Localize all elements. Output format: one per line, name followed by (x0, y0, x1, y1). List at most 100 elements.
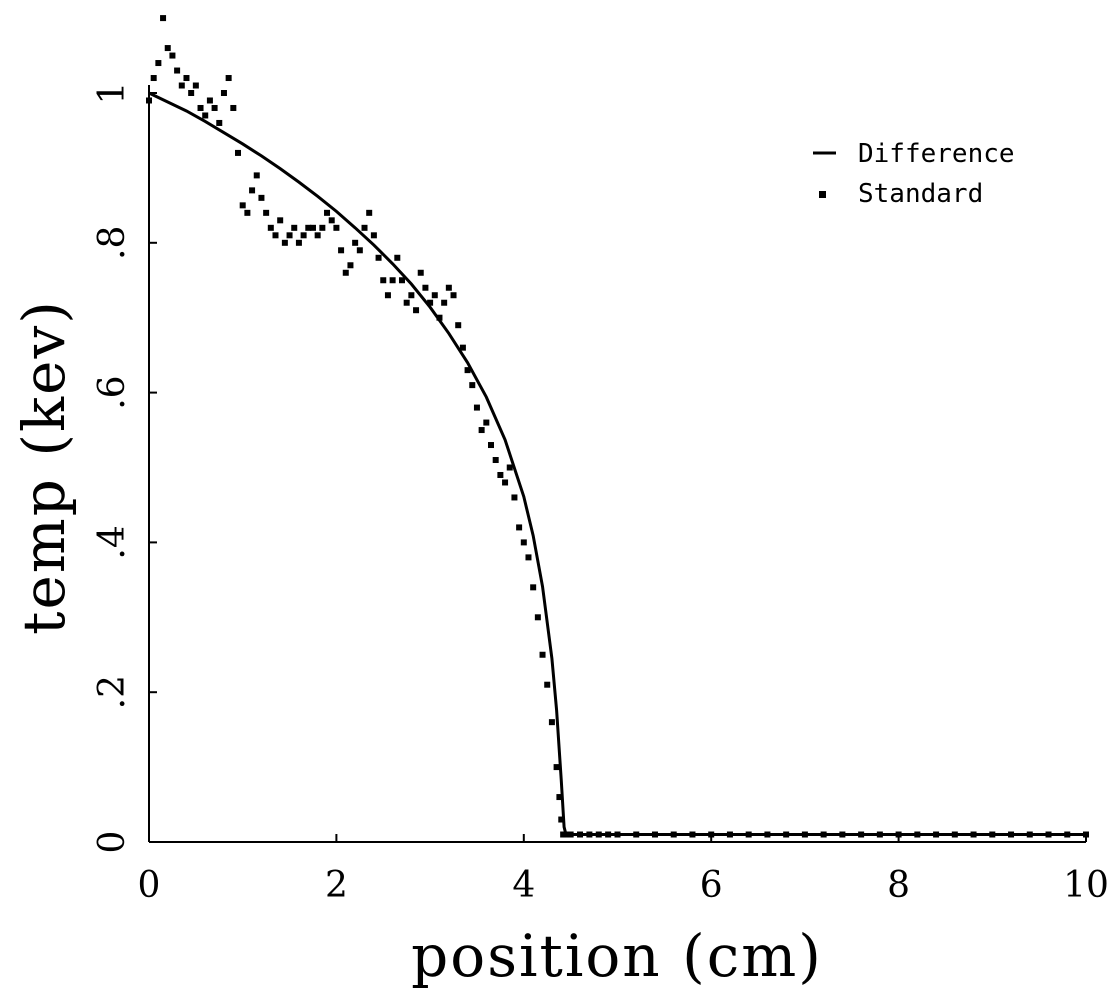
y-tick-label: .6 (92, 375, 133, 409)
standard-data-point (1083, 831, 1089, 838)
standard-data-point (309, 224, 316, 231)
standard-data-point (295, 239, 302, 246)
x-tick-label: 4 (512, 865, 535, 906)
standard-data-point (745, 831, 752, 838)
standard-data-point (633, 831, 640, 838)
standard-data-point (783, 831, 790, 838)
x-axis-label: position (cm) (411, 922, 823, 989)
y-tick-label: .4 (92, 525, 133, 559)
standard-data-point (708, 831, 715, 838)
standard-data-point (211, 104, 218, 111)
standard-data-point (839, 831, 846, 838)
standard-data-point (422, 284, 429, 291)
standard-data-point (534, 614, 541, 621)
standard-data-point (1064, 831, 1071, 838)
standard-data-point (497, 471, 504, 478)
standard-data-point (455, 322, 462, 329)
standard-data-point (689, 831, 696, 838)
standard-data-point (431, 292, 438, 299)
standard-data-point (333, 224, 340, 231)
standard-data-point (502, 479, 509, 486)
chart-series (146, 15, 1089, 838)
standard-data-point (567, 831, 574, 838)
standard-data-point (352, 239, 359, 246)
standard-data-point (197, 104, 204, 111)
chart-ticks (148, 92, 1087, 843)
standard-data-point (389, 277, 396, 284)
y-tick-label: .2 (92, 675, 133, 709)
standard-data-point (553, 764, 560, 771)
standard-data-point (192, 82, 199, 89)
difference-legend-label: Difference (858, 139, 1015, 169)
standard-data-point (989, 831, 996, 838)
standard-data-point (155, 60, 162, 67)
standard-data-point (1008, 831, 1015, 838)
x-tick-label: 2 (325, 865, 348, 906)
standard-data-point (473, 404, 480, 411)
standard-data-point (253, 172, 260, 179)
standard-data-point (164, 45, 171, 52)
y-tick-label: 1 (92, 82, 133, 105)
y-tick-label: 0 (92, 831, 133, 854)
standard-data-point (300, 232, 307, 239)
standard-data-point (413, 307, 420, 314)
standard-data-point (525, 554, 532, 561)
standard-data-point (249, 187, 256, 194)
standard-data-point (464, 367, 471, 374)
standard-data-point (511, 494, 518, 501)
standard-data-point (488, 442, 494, 449)
standard-data-point (220, 90, 227, 96)
standard-data-point (726, 831, 733, 838)
standard-data-point (801, 831, 808, 838)
standard-data-point (970, 831, 977, 838)
standard-data-point (450, 292, 457, 299)
standard-data-point (764, 831, 771, 838)
standard-legend-label: Standard (858, 179, 983, 209)
standard-data-point (338, 247, 345, 254)
standard-data-point (370, 232, 377, 239)
standard-data-point (586, 831, 593, 838)
x-tick-label: 10 (1063, 865, 1109, 906)
standard-data-point (530, 584, 537, 591)
standard-data-point (417, 269, 424, 276)
standard-data-point (258, 194, 265, 201)
standard-data-point (277, 217, 284, 224)
standard-data-point (459, 344, 466, 351)
standard-data-point (347, 262, 354, 269)
standard-data-point (516, 524, 523, 531)
standard-data-point (876, 831, 883, 838)
standard-data-point (319, 224, 326, 231)
standard-data-point (202, 112, 209, 119)
standard-data-point (562, 831, 569, 838)
standard-data-point (267, 224, 274, 231)
standard-data-point (305, 224, 312, 231)
y-axis-label: temp (kev) (10, 299, 78, 635)
standard-data-point (239, 202, 246, 209)
standard-data-point (820, 831, 827, 838)
standard-data-point (548, 719, 555, 726)
standard-data-point (403, 299, 410, 306)
standard-data-point (544, 681, 551, 688)
standard-data-point (225, 75, 232, 82)
standard-data-point (263, 209, 270, 216)
standard-data-point (342, 269, 349, 276)
standard-data-point (520, 539, 527, 546)
standard-data-point (1045, 831, 1052, 838)
x-tick-label: 8 (887, 865, 910, 906)
standard-data-point (492, 457, 499, 464)
standard-data-point (230, 104, 237, 111)
standard-data-point (174, 67, 181, 74)
standard-data-point (1026, 831, 1033, 838)
standard-data-point (556, 794, 563, 801)
standard-legend-marker (819, 191, 826, 198)
standard-data-point (178, 82, 185, 89)
chart-tick-labels: 0 2 4 6 8 10 0 .2 .4 .6 .8 1 (92, 82, 1109, 906)
standard-data-point (614, 831, 621, 838)
standard-data-point (895, 831, 902, 838)
standard-data-point (314, 232, 321, 239)
chart-axes (148, 85, 1086, 843)
standard-data-point (595, 831, 602, 838)
standard-data-point (445, 284, 452, 291)
standard-data-point (914, 831, 921, 838)
